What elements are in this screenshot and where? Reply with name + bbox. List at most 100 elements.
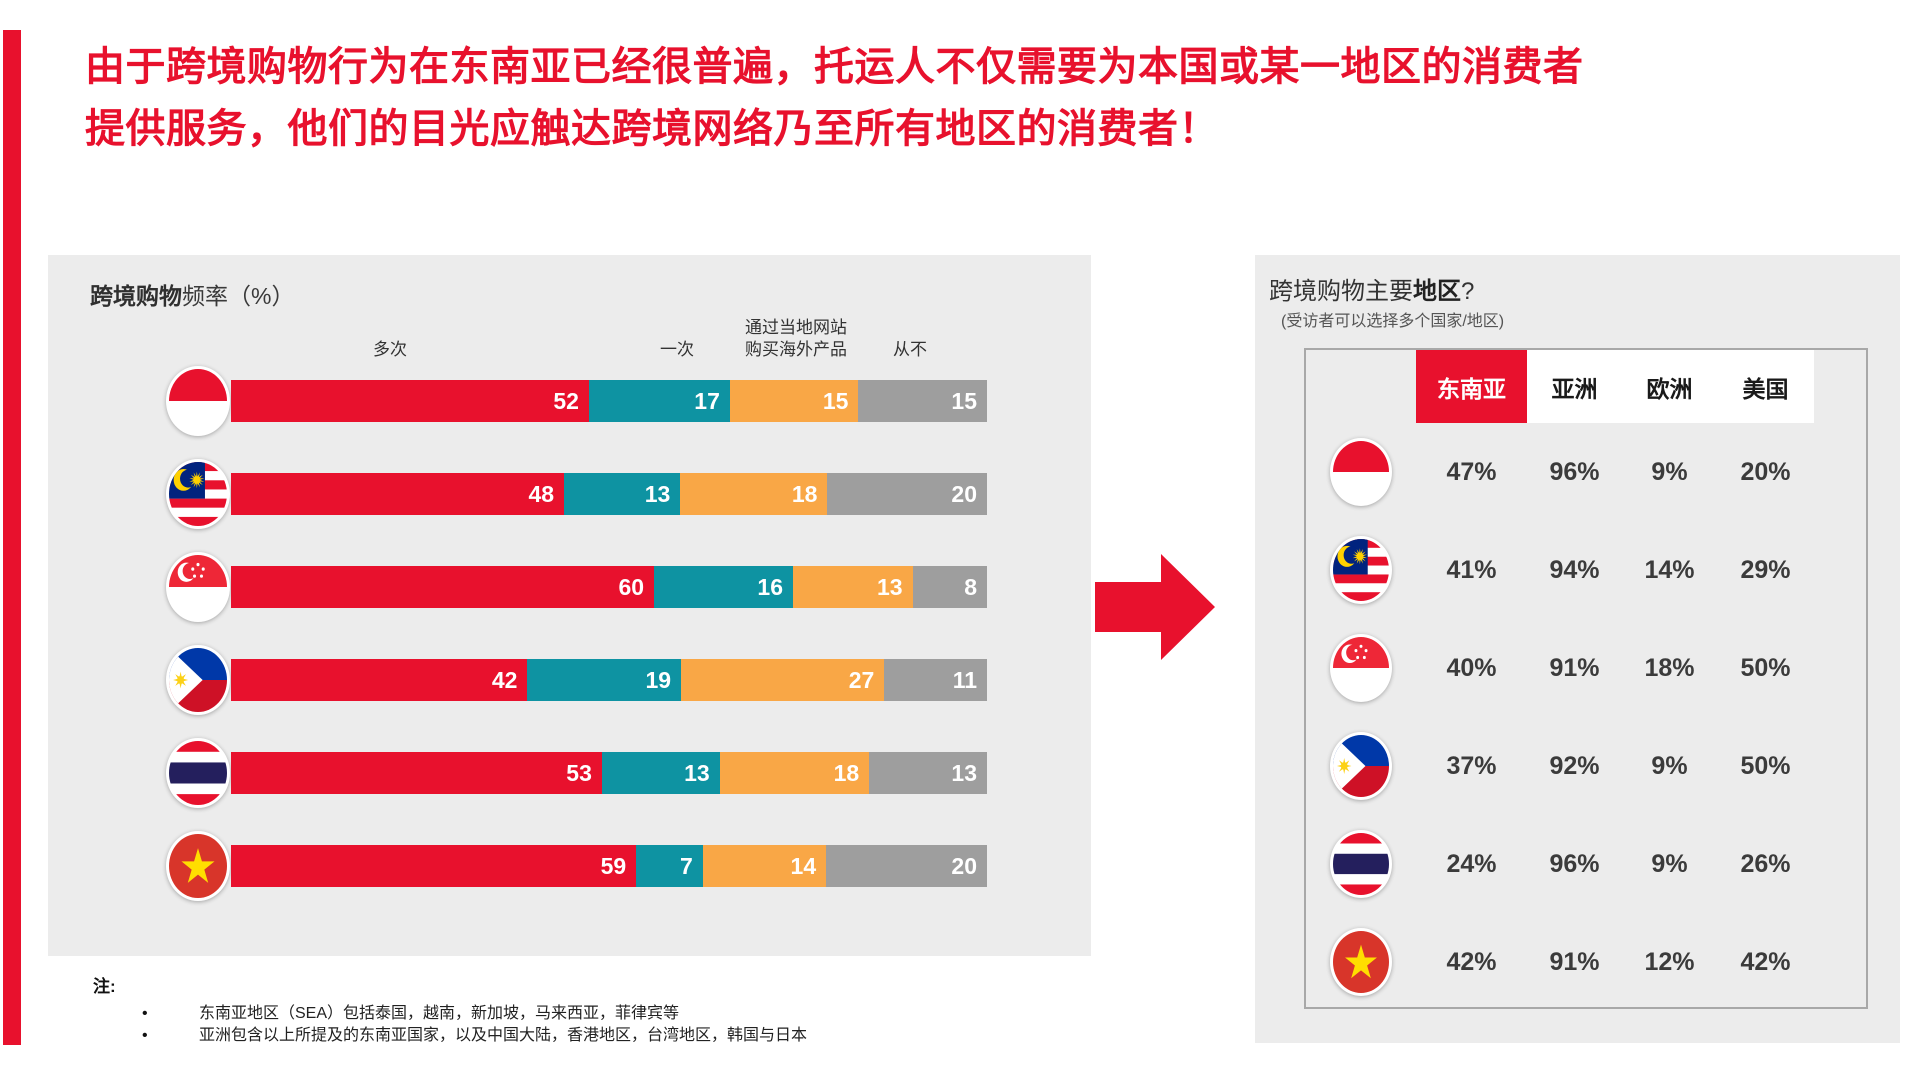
footnotes-label: 注: xyxy=(93,977,116,996)
slide-title: 由于跨境购物行为在东南亚已经很普遍，托运人不仅需要为本国或某一地区的消费者 提供服… xyxy=(85,36,1845,160)
regions-table: 东南亚 亚洲 欧洲 美国 47% 96% 9% 20% 41% 94% 14% 29% 40% 91% 18… xyxy=(1304,348,1868,1009)
regions-table-header-row: 东南亚 亚洲 欧洲 美国 xyxy=(1306,350,1866,423)
bar-segment-value: 48 xyxy=(528,481,555,507)
flag-vietnam-icon xyxy=(166,831,230,901)
bar-segment: 19 xyxy=(527,659,682,701)
bar-segment: 15 xyxy=(858,380,987,422)
bar-segment-value: 17 xyxy=(694,388,720,414)
flag-singapore-icon xyxy=(166,552,230,622)
bar-row-singapore: 60 16 13 8 xyxy=(166,552,987,622)
regions-table-flag-cell xyxy=(1306,732,1416,800)
bar-segment-value: 18 xyxy=(833,760,860,786)
bar-segment: 42 xyxy=(231,659,528,701)
regions-table-value: 40% xyxy=(1446,653,1497,682)
bar-segment-value: 53 xyxy=(566,760,592,786)
stacked-bar-rows: 52 17 15 15 48 13 18 20 60 16 13 8 42 19 27 11 53 13 18 13 5… xyxy=(48,366,1091,938)
regions-table-flag-cell xyxy=(1306,438,1416,506)
regions-table-flag-cell xyxy=(1306,634,1416,702)
bar-segment-value: 20 xyxy=(951,853,977,879)
regions-table-flag-column-header xyxy=(1306,350,1416,423)
bar-row-indonesia: 52 17 15 15 xyxy=(166,366,987,436)
chart-legend: 多次 一次 通过当地网站购买海外产品 从不 xyxy=(231,305,987,363)
stacked-bar-malaysia: 48 13 18 20 xyxy=(231,473,987,515)
regions-table-value: 9% xyxy=(1651,849,1688,878)
regions-table-value: 41% xyxy=(1446,555,1497,584)
regions-title-bold: 地区 xyxy=(1413,278,1461,305)
bar-segment: 18 xyxy=(719,752,870,794)
flag-malaysia-icon xyxy=(166,459,230,529)
regions-table-row-philippines: 37% 92% 9% 50% xyxy=(1306,717,1866,815)
regions-table-panel: 跨境购物主要地区? (受访者可以选择多个国家/地区) 东南亚 亚洲 欧洲 美国 47% 9… xyxy=(1255,255,1900,1043)
regions-table-flag-cell xyxy=(1306,536,1416,604)
bar-segment-value: 16 xyxy=(757,574,783,600)
flag-indonesia-icon xyxy=(166,366,230,436)
regions-table-value: 42% xyxy=(1446,947,1497,976)
stacked-bar-indonesia: 52 17 15 15 xyxy=(231,380,987,422)
bar-segment: 13 xyxy=(564,473,681,515)
bar-segment: 59 xyxy=(231,845,637,887)
footnotes: 注: 东南亚地区（SEA）包括泰国，越南，新加坡，马来西亚，菲律宾等 亚洲包含以… xyxy=(93,972,1093,1047)
regions-table-value: 20% xyxy=(1740,457,1791,486)
flag-thailand-icon xyxy=(166,738,230,808)
footnotes-list: 东南亚地区（SEA）包括泰国，越南，新加坡，马来西亚，菲律宾等 亚洲包含以上所提… xyxy=(93,1003,1093,1047)
bar-segment-value: 60 xyxy=(618,574,645,600)
bar-segment-value: 13 xyxy=(684,760,710,786)
bar-segment-value: 14 xyxy=(790,853,817,879)
table-col-header-sea-highlighted: 东南亚 xyxy=(1416,350,1527,423)
legend-label-once: 一次 xyxy=(660,340,694,359)
regions-table-value: 29% xyxy=(1740,555,1791,584)
regions-table-value: 94% xyxy=(1549,555,1600,584)
regions-table-value: 91% xyxy=(1549,653,1600,682)
flag-philippines-icon xyxy=(1330,732,1392,800)
stacked-bar-philippines: 42 19 27 11 xyxy=(231,659,988,701)
bar-segment: 8 xyxy=(912,566,987,608)
bar-segment-value: 27 xyxy=(848,667,875,693)
regions-table-flag-cell xyxy=(1306,928,1416,996)
frequency-chart-panel: 跨境购物频率（%） 多次 一次 通过当地网站购买海外产品 从不 52 17 15 15… xyxy=(48,255,1091,956)
footnote-item: 亚洲包含以上所提及的东南亚国家，以及中国大陆，香港地区，台湾地区，韩国与日本 xyxy=(93,1025,1093,1047)
regions-table-row-malaysia: 41% 94% 14% 29% xyxy=(1306,521,1866,619)
bar-segment-value: 8 xyxy=(964,574,977,600)
bar-segment: 20 xyxy=(826,845,987,887)
bar-segment-value: 13 xyxy=(644,481,671,507)
bar-row-thailand: 53 13 18 13 xyxy=(166,738,987,808)
bar-segment-value: 7 xyxy=(680,853,693,879)
bar-segment-value: 13 xyxy=(876,574,903,600)
bar-segment: 20 xyxy=(827,473,987,515)
flag-indonesia-icon xyxy=(1330,438,1392,506)
bar-segment: 14 xyxy=(702,845,827,887)
table-col-header-2: 欧洲 xyxy=(1622,350,1717,423)
bar-row-philippines: 42 19 27 11 xyxy=(166,645,988,715)
regions-table-row-thailand: 24% 96% 9% 26% xyxy=(1306,815,1866,913)
table-col-header-1: 亚洲 xyxy=(1527,350,1622,423)
regions-table-value: 9% xyxy=(1651,751,1688,780)
bar-segment-value: 19 xyxy=(645,667,672,693)
bar-segment-value: 13 xyxy=(951,760,977,786)
bar-segment: 15 xyxy=(729,380,859,422)
frequency-chart-title-rest: 频率（%） xyxy=(182,283,295,309)
bar-segment: 52 xyxy=(231,380,589,422)
bar-segment: 53 xyxy=(231,752,602,794)
bar-segment-value: 18 xyxy=(791,481,818,507)
bar-segment-value: 11 xyxy=(952,667,978,693)
stacked-bar-singapore: 60 16 13 8 xyxy=(231,566,987,608)
regions-table-value: 96% xyxy=(1549,457,1600,486)
regions-table-value: 47% xyxy=(1446,457,1497,486)
slide-title-line2: 提供服务，他们的目光应触达跨境网络乃至所有地区的消费者！ xyxy=(85,107,1219,151)
flag-thailand-icon xyxy=(1330,830,1392,898)
regions-table-value: 37% xyxy=(1446,751,1497,780)
regions-table-title: 跨境购物主要地区? xyxy=(1269,271,1474,306)
bar-segment-value: 20 xyxy=(951,481,977,507)
bar-segment-value: 59 xyxy=(600,853,627,879)
flag-philippines-icon xyxy=(166,645,230,715)
bar-segment: 18 xyxy=(680,473,828,515)
regions-table-value: 18% xyxy=(1644,653,1695,682)
left-accent-bar xyxy=(3,30,21,1045)
regions-table-value: 12% xyxy=(1644,947,1695,976)
bar-segment: 16 xyxy=(654,566,793,608)
bar-row-malaysia: 48 13 18 20 xyxy=(166,459,987,529)
regions-table-value: 91% xyxy=(1549,947,1600,976)
regions-table-value: 42% xyxy=(1740,947,1791,976)
regions-table-value: 24% xyxy=(1446,849,1497,878)
bar-segment-value: 15 xyxy=(822,388,849,414)
